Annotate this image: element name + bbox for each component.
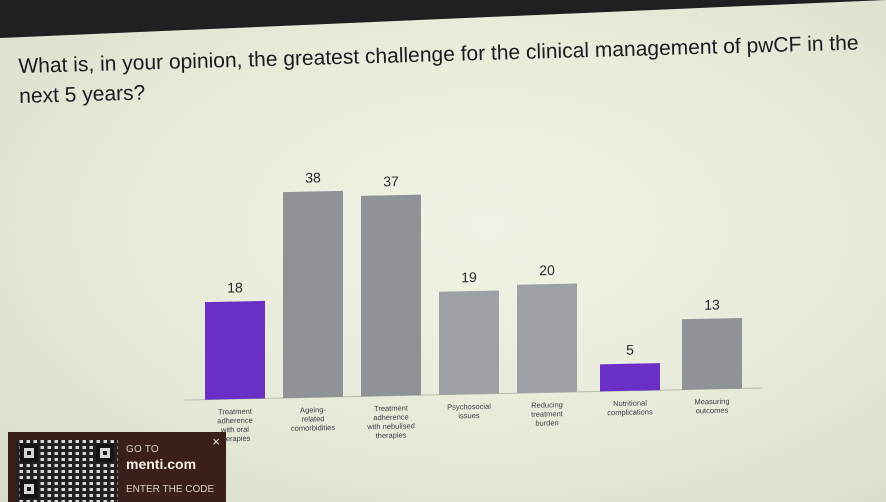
category-label-line: treatment	[531, 409, 564, 419]
bar-4	[439, 290, 499, 395]
category-label-line: Ageing-	[300, 405, 326, 415]
menti-url-link[interactable]: menti.com	[126, 456, 197, 472]
bar-value-label-7: 13	[704, 296, 720, 312]
bar-7	[682, 317, 742, 390]
menti-enter-code-label: ENTER THE CODE	[126, 484, 215, 495]
qr-finder-bottom-left	[20, 480, 38, 498]
bar-value-label-1: 18	[227, 279, 243, 295]
category-label-line: adherence	[217, 416, 252, 426]
category-label-4: Psychosocialissues	[447, 402, 491, 421]
close-icon[interactable]: ×	[212, 434, 220, 449]
category-label-line: adherence	[373, 412, 408, 422]
menti-join-panel: GO TO menti.com ENTER THE CODE ×	[8, 432, 226, 502]
category-label-2: Ageing-relatedcomorbidities	[291, 405, 335, 433]
category-label-line: complications	[607, 407, 653, 417]
qr-code[interactable]	[16, 440, 118, 502]
category-label-3: Treatmentadherencewith nebulisedtherapie…	[366, 403, 415, 440]
category-label-1: Treatmentadherencewith oraltherapies	[217, 407, 253, 444]
category-label-line: issues	[458, 411, 480, 420]
category-label-5: Reducingtreatmentburden	[531, 400, 564, 428]
category-label-line: outcomes	[696, 406, 729, 416]
bar-value-label-5: 20	[539, 262, 555, 278]
menti-goto-label: GO TO	[126, 444, 159, 455]
category-label-6: Nutritionalcomplications	[607, 398, 653, 417]
category-label-line: Reducing	[531, 400, 563, 410]
qr-finder-top-left	[20, 444, 38, 462]
bar-value-label-4: 19	[461, 269, 477, 285]
category-label-line: therapies	[220, 434, 251, 444]
category-label-line: with oral	[220, 425, 249, 435]
category-label-line: Nutritional	[613, 398, 647, 408]
qr-finder-top-right	[96, 444, 114, 462]
bar-1	[205, 300, 265, 400]
category-label-line: Psychosocial	[447, 402, 491, 412]
category-label-line: Treatment	[374, 403, 409, 413]
category-label-line: therapies	[376, 430, 407, 440]
bar-6	[600, 363, 660, 392]
bar-value-label-6: 5	[626, 342, 634, 358]
bar-3	[361, 194, 421, 397]
bar-value-label-2: 38	[305, 169, 321, 185]
category-label-line: Treatment	[218, 407, 253, 417]
category-label-line: comorbidities	[291, 423, 335, 433]
category-label-line: with nebulised	[366, 421, 415, 431]
bar-value-label-3: 37	[383, 173, 399, 189]
category-label-line: burden	[535, 418, 558, 427]
category-label-line: Measuring	[694, 397, 729, 407]
bar-2	[283, 190, 343, 399]
category-label-7: Measuringoutcomes	[694, 397, 729, 416]
category-label-line: related	[302, 414, 325, 423]
bar-5	[517, 283, 577, 394]
